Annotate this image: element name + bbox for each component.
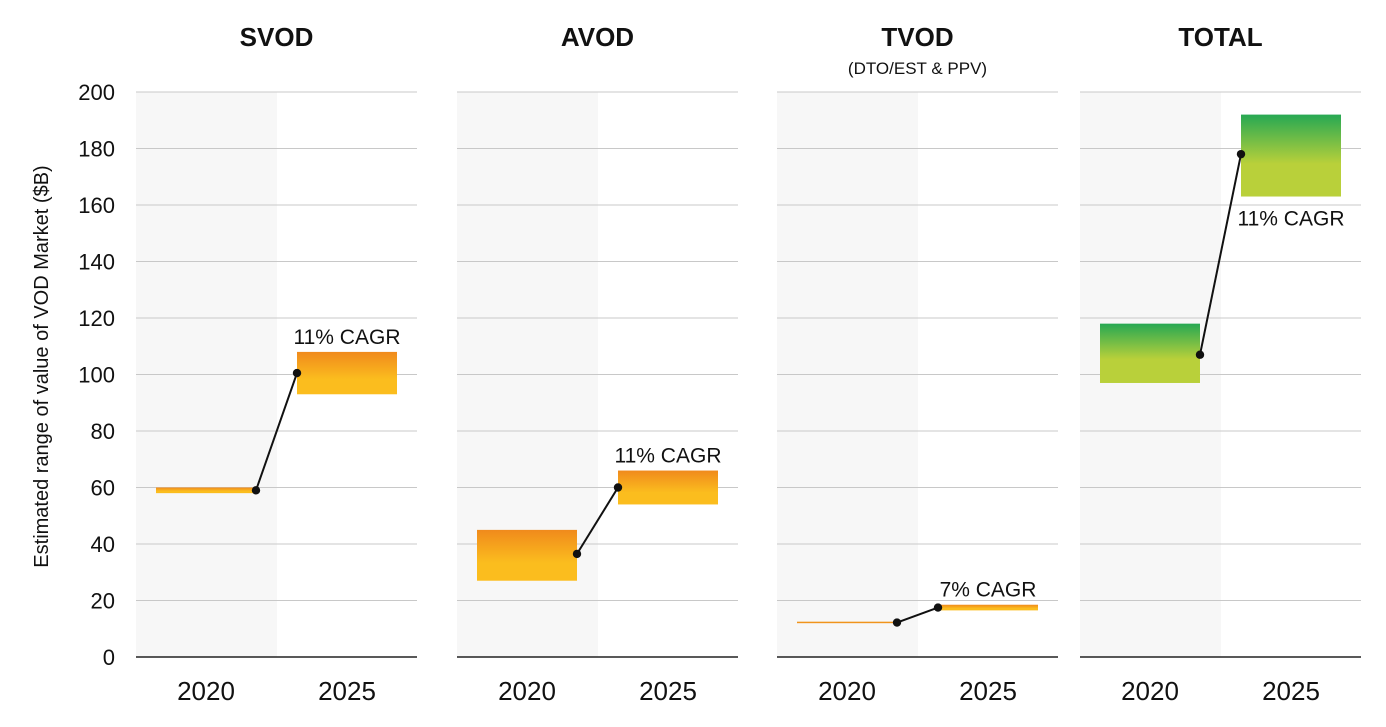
x-tick-label: 2025 (959, 676, 1017, 706)
range-marks (156, 114, 1341, 627)
panel-title: TVOD (881, 22, 953, 52)
panel-title: AVOD (561, 22, 634, 52)
cagr-connector-line (1199, 153, 1242, 355)
y-tick-label: 180 (78, 137, 115, 162)
range-bar-2020 (477, 529, 577, 581)
range-bar-2020 (156, 487, 256, 494)
range-point-2025 (1236, 149, 1246, 159)
y-tick-label: 140 (78, 250, 115, 275)
y-tick-label: 40 (91, 532, 115, 557)
range-point-2020 (251, 486, 261, 495)
range-point-2025 (292, 368, 302, 378)
range-bar-2020 (1100, 323, 1200, 383)
y-tick-label: 160 (78, 193, 115, 218)
x-tick-label: 2020 (177, 676, 235, 706)
range-point-2025 (613, 483, 623, 492)
range-bar-2025 (618, 470, 718, 505)
cagr-label: 7% CAGR (940, 579, 1037, 602)
y-tick-label: 20 (91, 589, 115, 614)
cagr-connector-line (576, 486, 619, 555)
range-point-2020 (892, 618, 902, 627)
range-point-2020 (572, 549, 582, 559)
y-tick-label: 60 (91, 476, 115, 501)
range-point-2025 (933, 603, 943, 612)
x-tick-label: 2025 (318, 676, 376, 706)
x-tick-label: 2025 (639, 676, 697, 706)
chart-labels: Estimated range of value of VOD Market (… (31, 22, 1344, 706)
range-point-2020 (1195, 350, 1205, 359)
range-bar-2025 (938, 604, 1038, 611)
cagr-label: 11% CAGR (294, 326, 401, 349)
panel-title: SVOD (240, 22, 314, 52)
range-bar-2025 (297, 351, 397, 395)
range-bar-2025 (1241, 114, 1341, 197)
y-axis-label: Estimated range of value of VOD Market (… (31, 165, 53, 567)
panel-title: TOTAL (1178, 22, 1262, 52)
y-tick-label: 100 (78, 363, 115, 388)
x-tick-label: 2020 (498, 676, 556, 706)
gridlines (136, 91, 1361, 601)
cagr-label: 11% CAGR (1238, 208, 1345, 231)
panel-subtitle: (DTO/EST & PPV) (848, 59, 987, 78)
cagr-connector-line (896, 606, 939, 624)
y-tick-label: 200 (78, 80, 115, 105)
y-tick-label: 120 (78, 306, 115, 331)
cagr-label: 11% CAGR (615, 445, 722, 468)
y-tick-label: 0 (103, 645, 115, 670)
cagr-connector-line (255, 372, 298, 491)
x-tick-label: 2020 (1121, 676, 1179, 706)
x-tick-label: 2025 (1262, 676, 1320, 706)
x-tick-label: 2020 (818, 676, 876, 706)
y-tick-label: 80 (91, 419, 115, 444)
range-bar-2020 (797, 621, 897, 624)
